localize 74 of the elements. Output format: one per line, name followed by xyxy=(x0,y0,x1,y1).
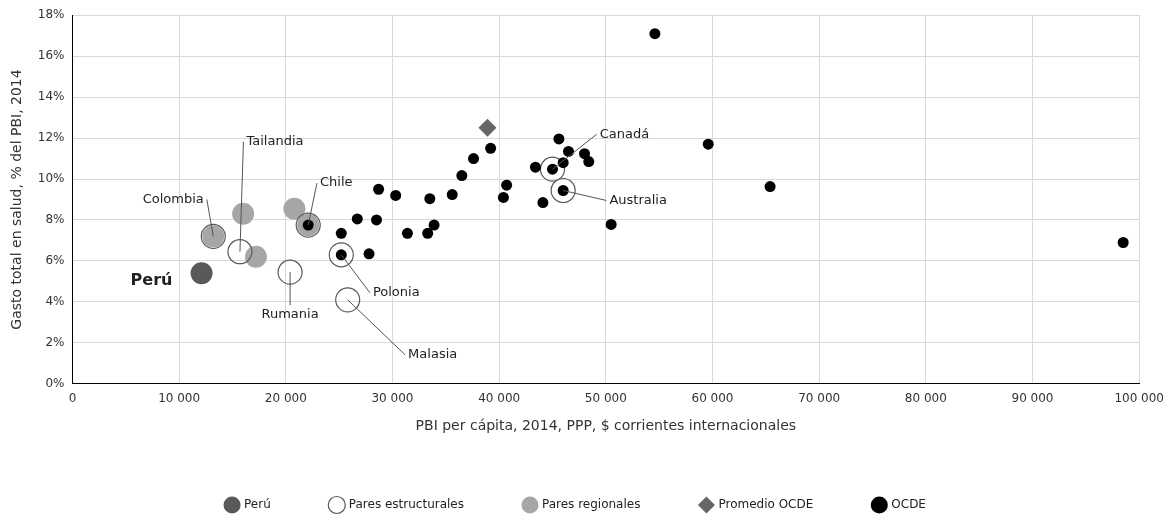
point xyxy=(550,177,576,204)
point xyxy=(583,156,595,168)
y-tick-label: 0% xyxy=(45,375,65,390)
y-tick-label: 6% xyxy=(45,253,65,268)
point xyxy=(764,181,776,193)
point xyxy=(446,189,458,201)
point xyxy=(485,142,497,154)
legend-label: Promedio OCDE xyxy=(718,497,814,512)
x-tick-label: 10 000 xyxy=(158,391,201,406)
point xyxy=(428,219,440,231)
point xyxy=(335,287,361,313)
point xyxy=(244,245,267,268)
y-tick-label: 18% xyxy=(37,7,65,22)
annotation: Chile xyxy=(319,174,353,190)
y-tick-label: 14% xyxy=(37,89,65,104)
point xyxy=(501,179,513,191)
legend-label: Perú xyxy=(244,497,271,512)
point xyxy=(537,197,549,209)
annotation: Australia xyxy=(609,191,667,207)
point xyxy=(370,214,382,226)
point xyxy=(283,197,306,220)
legend-label: Pares regionales xyxy=(542,497,641,512)
point xyxy=(529,161,541,173)
point xyxy=(351,213,363,225)
point xyxy=(468,153,480,165)
y-tick-label: 10% xyxy=(37,171,65,186)
y-axis-title: Gasto total en salud, % del PBI, 2014 xyxy=(8,69,25,330)
point xyxy=(335,227,347,239)
point xyxy=(702,138,714,150)
point xyxy=(277,259,303,285)
y-tick-label: 2% xyxy=(45,334,65,349)
x-tick-label: 80 000 xyxy=(904,391,947,406)
point xyxy=(422,227,434,239)
annotation: Polonia xyxy=(372,284,420,300)
point xyxy=(401,227,413,239)
point xyxy=(605,218,617,230)
x-tick-label: 30 000 xyxy=(371,391,414,406)
point xyxy=(390,189,402,201)
annotation: Rumania xyxy=(261,305,319,321)
x-tick-label: 90 000 xyxy=(1011,391,1054,406)
x-tick-label: 20 000 xyxy=(264,391,307,406)
x-tick-label: 0 xyxy=(68,391,77,406)
point xyxy=(649,28,661,40)
point xyxy=(579,148,590,160)
point xyxy=(553,133,565,145)
point xyxy=(497,191,509,203)
y-tick-label: 8% xyxy=(45,212,65,227)
point xyxy=(456,170,468,182)
y-tick-label: 4% xyxy=(45,294,65,309)
annotation: Malasia xyxy=(408,346,458,362)
point xyxy=(328,242,354,268)
annotation: Canadá xyxy=(599,125,650,141)
y-tick-label: 16% xyxy=(37,48,65,63)
point xyxy=(373,183,385,195)
point xyxy=(478,118,497,137)
point xyxy=(227,239,253,265)
point xyxy=(1117,237,1129,248)
x-tick-label: 50 000 xyxy=(584,391,627,406)
point xyxy=(232,202,255,225)
x-tick-label: 70 000 xyxy=(798,391,841,406)
x-axis-title: PBI per cápita, 2014, PPP, $ corrientes internacionales xyxy=(415,417,797,434)
x-tick-label: 60 000 xyxy=(691,391,734,406)
x-tick-label: 100 000 xyxy=(1114,391,1164,406)
y-tick-label: 12% xyxy=(37,130,65,145)
x-tick-label: 40 000 xyxy=(478,391,521,406)
legend-label: Pares estructurales xyxy=(348,497,464,512)
point xyxy=(424,193,436,205)
point xyxy=(190,262,213,285)
point xyxy=(539,156,566,182)
annotation: Tailandia xyxy=(245,133,304,149)
annotation: Perú xyxy=(130,270,173,290)
legend-label: OCDE xyxy=(891,497,926,512)
annotation: Colombia xyxy=(142,190,204,206)
point xyxy=(363,248,375,260)
